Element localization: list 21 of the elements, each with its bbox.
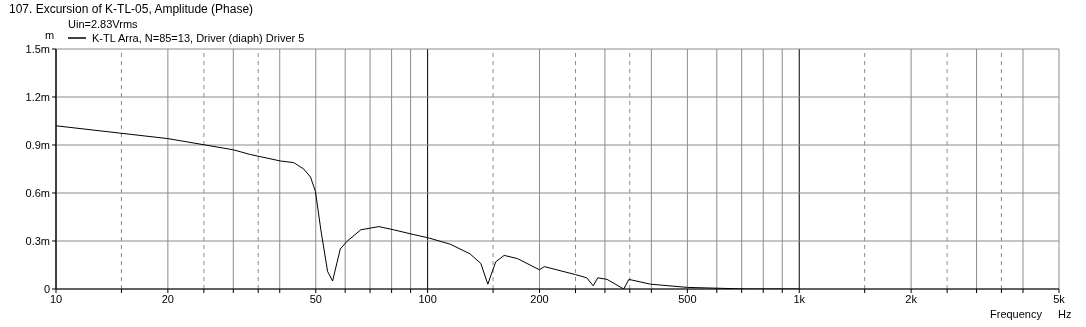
x-tick-label: 2k <box>905 292 918 305</box>
x-tick-label: 20 <box>161 292 174 305</box>
x-tick-label: 100 <box>418 292 437 305</box>
x-tick-label: 5k <box>1053 292 1066 305</box>
chart-title: 107. Excursion of K-TL-05, Amplitude (Phase) <box>9 2 254 16</box>
y-tick-label: 0.6m <box>25 186 50 199</box>
x-tick-label: 10 <box>49 292 63 305</box>
y-tick-label: 0.9m <box>25 138 50 151</box>
x-tick-label: 1k <box>793 292 806 305</box>
y-tick-label: 1.5m <box>25 42 50 55</box>
x-tick-label: 50 <box>309 292 322 305</box>
x-tick-label: 200 <box>530 292 549 305</box>
text: Hz <box>1058 308 1072 320</box>
y-tick-label: 1.2m <box>25 90 50 103</box>
x-tick-label: 500 <box>678 292 697 305</box>
y-axis-title: m <box>45 29 55 41</box>
y-tick-label: 0 <box>43 282 50 295</box>
y-tick-label: 0.3m <box>25 234 50 247</box>
x-axis-title: Frequency <box>990 308 1042 320</box>
text: Uin=2.83Vrms <box>68 18 138 30</box>
legend-label: K-TL Arra, N=85=13, Driver (diaph) Driver 5 <box>92 32 305 44</box>
